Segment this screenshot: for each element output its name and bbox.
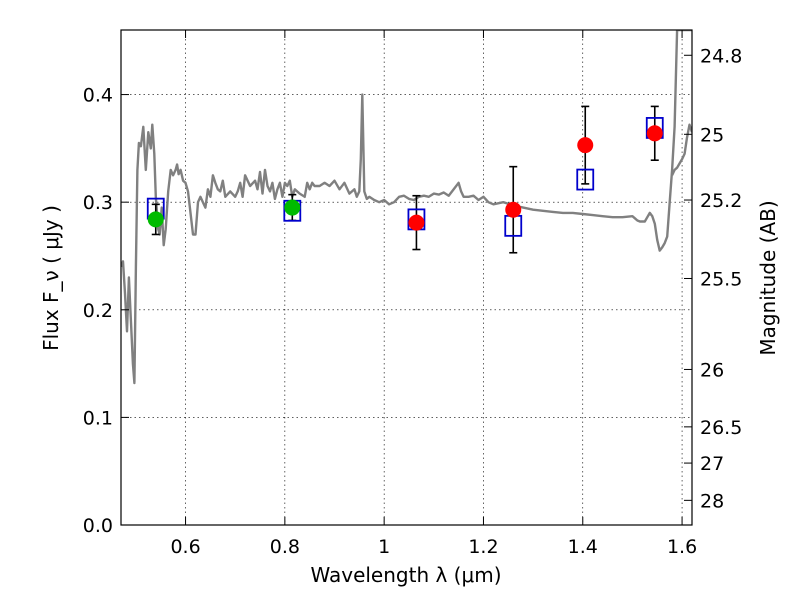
model-spectrum: [121, 30, 692, 385]
observed-flux-point-optical: [284, 199, 301, 216]
plot-frame: [120, 29, 693, 526]
y-tick-label: 0.2: [83, 300, 113, 322]
model-photometry-point: [576, 168, 595, 191]
observed-flux-point-nearir: [505, 201, 522, 218]
mag-tick-label: 25.5: [700, 268, 742, 290]
x-tick-label: 1.2: [468, 536, 498, 558]
mag-tick-label: 26.5: [700, 417, 742, 439]
observed-flux-markers: [147, 125, 663, 231]
y-tick-label: 0.4: [83, 85, 113, 107]
observed-flux-point-nearir: [408, 214, 425, 231]
y-axis-label: Flux F_ν ( μJy ): [39, 205, 63, 351]
mag-tick-label: 26: [700, 359, 724, 381]
x-tick-label: 0.6: [170, 536, 200, 558]
mag-tick-label: 24.8: [700, 45, 742, 67]
mag-tick-label: 25: [700, 124, 724, 146]
x-tick-label: 0.8: [270, 536, 300, 558]
y-tick-label: 0.3: [83, 192, 113, 214]
grid-lines: [121, 30, 692, 526]
y-tick-label: 0.0: [83, 515, 113, 537]
mag-tick-label: 28: [700, 490, 724, 512]
observed-flux-point-optical: [147, 211, 164, 228]
x-tick-label: 1: [378, 536, 390, 558]
axis-ticks: 0.6 0.8 1 1.2 1.4 1.6 0.0 0.1 0.2 0.3 0.4 24.8 25 25.…: [83, 30, 742, 558]
observed-flux-point-nearir: [646, 125, 663, 142]
y2-axis-label: Magnitude (AB): [756, 200, 780, 355]
mag-tick-label: 25.2: [700, 190, 742, 212]
x-tick-label: 1.6: [667, 536, 697, 558]
model-spectrum-line: [121, 30, 692, 385]
mag-tick-label: 27: [700, 453, 724, 475]
x-tick-label: 1.4: [568, 536, 598, 558]
y-tick-label: 0.1: [83, 407, 113, 429]
model-spectrum-line-segment: [671, 123, 692, 176]
observed-flux-point-nearir: [577, 137, 594, 154]
x-axis-label: Wavelength λ (μm): [310, 563, 501, 587]
